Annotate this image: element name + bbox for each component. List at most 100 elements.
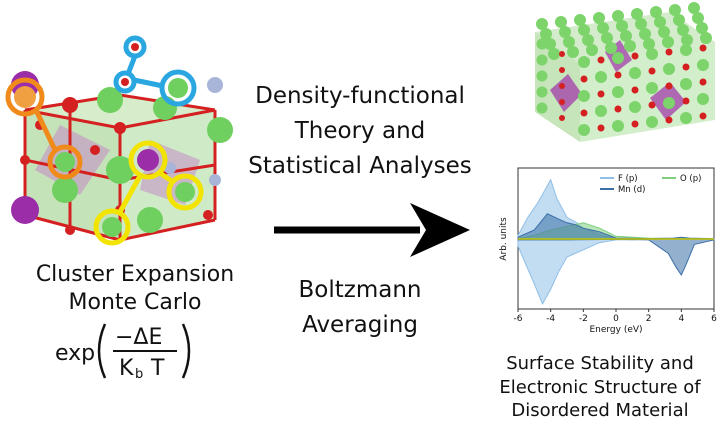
f-atom [52, 177, 78, 203]
o-atom [559, 115, 565, 121]
f-atom [548, 48, 560, 60]
middle-bottom-line2: Averaging [302, 312, 418, 338]
f-atom [612, 120, 624, 132]
f-atom [692, 12, 704, 24]
f-atom [688, 2, 700, 14]
dos-chart: -6 -4 -2 0 2 4 6 Energy (eV) Arb. units F (p) … [499, 167, 717, 335]
y-axis-label: Arb. units [499, 217, 509, 261]
f-atom [629, 101, 641, 113]
dos-down-mnd [517, 238, 715, 277]
formula-denominator-sub: b [135, 367, 143, 382]
formula-denominator-t: T [150, 356, 165, 381]
f-atom [696, 22, 708, 34]
metal-atom [207, 77, 223, 93]
o-atom [597, 124, 605, 132]
f-atom [605, 42, 617, 54]
legend-label-mnd: Mn (d) [618, 185, 645, 195]
flow-arrow [274, 203, 470, 257]
f-atom [595, 71, 607, 83]
x-tick-label: 4 [678, 314, 684, 324]
o-atom [597, 56, 605, 64]
o-atom [114, 122, 126, 134]
formula-numerator: −ΔE [115, 325, 162, 350]
x-tick-label: 6 [711, 314, 717, 324]
o-atom [682, 63, 690, 71]
formula-exp: exp [55, 341, 95, 366]
f-atom [137, 207, 163, 233]
legend-label-op: O (p) [680, 174, 701, 184]
cluster-expansion-crystal [5, 35, 233, 246]
f-atom [586, 44, 598, 56]
o-atom [559, 99, 565, 105]
f-atom [536, 86, 548, 98]
f-atom [620, 30, 632, 42]
mn-octahedron [550, 74, 582, 112]
o-atom [631, 86, 639, 94]
middle-top-line1: Density-functional [255, 83, 465, 109]
f-atom [559, 26, 571, 38]
f-atom [574, 14, 586, 26]
f-atom [593, 12, 605, 24]
f-atom [540, 28, 552, 40]
f-atom [612, 52, 624, 64]
o-atom [665, 48, 673, 56]
o-atom [65, 225, 75, 235]
o-atom [559, 83, 565, 89]
f-atom [624, 40, 636, 52]
o-atom [121, 78, 129, 86]
o-atom [580, 75, 588, 83]
f-atom [612, 10, 624, 22]
f-atom [582, 34, 594, 46]
formula-left-paren [97, 323, 107, 379]
f-atom [578, 24, 590, 36]
f-atom [643, 38, 655, 50]
atoms [11, 71, 233, 235]
f-atom [536, 38, 548, 50]
f-atom [673, 14, 685, 26]
right-caption-line3: Disordered Material [511, 400, 689, 421]
f-atom [662, 36, 674, 48]
orange-atom [14, 86, 36, 108]
o-atom [559, 67, 565, 73]
f-atom [650, 6, 662, 18]
mn-atom [11, 196, 39, 224]
arrow-head [410, 203, 470, 257]
f-atom [629, 67, 641, 79]
f-atom [663, 63, 675, 75]
mn-atom [137, 149, 159, 171]
f-atom [563, 36, 575, 48]
f-atom [168, 78, 188, 98]
f-atom [207, 117, 233, 143]
o-atom [699, 44, 707, 52]
x-axis-label: Energy (eV) [589, 325, 642, 335]
f-atom [175, 182, 195, 202]
f-atom [55, 152, 75, 172]
x-tick-label: 2 [646, 314, 652, 324]
f-atom [97, 87, 123, 113]
o-atom [20, 155, 30, 165]
f-atom [578, 90, 590, 102]
x-tick-label: -6 [514, 314, 523, 324]
slab-atoms [536, 2, 712, 136]
o-atom [90, 145, 100, 155]
o-atom [631, 120, 639, 128]
right-caption-line1: Surface Stability and [506, 353, 694, 374]
f-atom [555, 16, 567, 28]
middle-top-line2: Theory and [294, 118, 426, 144]
f-atom [536, 70, 548, 82]
f-atom [669, 4, 681, 16]
f-atom [677, 24, 689, 36]
o-atom [648, 67, 656, 75]
metal-atom [164, 162, 176, 174]
f-atom [635, 18, 647, 30]
metal-atom [209, 174, 221, 186]
legend: F (p) O (p) Mn (d) [600, 174, 701, 195]
o-atom [699, 78, 707, 86]
right-caption-line2: Electronic Structure of [499, 377, 701, 398]
f-atom [658, 26, 670, 38]
f-atom [536, 18, 548, 30]
f-atom [639, 28, 651, 40]
f-atom [597, 22, 609, 34]
o-atom [131, 43, 139, 51]
f-atom [536, 54, 548, 66]
